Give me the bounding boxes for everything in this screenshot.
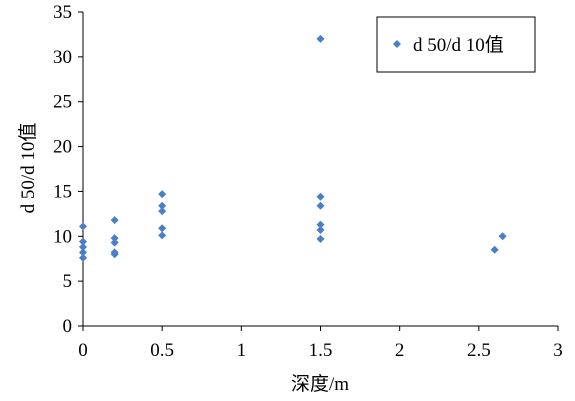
- y-tick-label: 10: [53, 226, 72, 247]
- data-point: [79, 253, 87, 262]
- x-axis-ticks: 0 0.5 1 1.5 2 2.5 3: [78, 326, 563, 361]
- y-tick-label: 35: [53, 2, 72, 23]
- x-tick-label: 2: [395, 340, 405, 361]
- legend-marker-diamond: [393, 40, 401, 48]
- y-tick-label: 0: [63, 316, 73, 337]
- y-tick-label: 5: [63, 271, 73, 292]
- data-point: [316, 220, 325, 229]
- data-point: [316, 234, 325, 243]
- y-tick-label: 25: [53, 92, 72, 113]
- x-tick-label: 1.5: [309, 340, 333, 361]
- x-tick-label: 3: [553, 340, 563, 361]
- data-point: [158, 224, 167, 233]
- x-tick-label: 2.5: [467, 340, 491, 361]
- data-point: [110, 234, 119, 243]
- data-point: [79, 222, 87, 231]
- data-point: [79, 248, 87, 257]
- y-tick-label: 20: [53, 137, 72, 158]
- data-point: [158, 207, 167, 216]
- x-tick-label: 0.5: [150, 340, 174, 361]
- x-axis-title: 深度/m: [291, 373, 349, 395]
- data-points: [79, 34, 507, 262]
- y-axis-ticks: 0 5 10 15 20 25 30 35: [53, 2, 83, 337]
- x-tick-label: 0: [78, 340, 88, 361]
- data-point: [316, 201, 325, 210]
- legend-box: [376, 16, 536, 73]
- data-point: [316, 192, 325, 201]
- data-point: [316, 226, 325, 235]
- data-point: [158, 201, 167, 210]
- data-point: [490, 245, 499, 254]
- data-point: [110, 250, 119, 259]
- data-point: [316, 34, 325, 43]
- data-point: [79, 243, 87, 252]
- data-point: [110, 238, 119, 247]
- y-axis-title: d 50/d 10值: [17, 123, 39, 214]
- data-point: [158, 190, 167, 199]
- y-tick-label: 30: [53, 47, 72, 68]
- data-point: [498, 232, 507, 241]
- legend: d 50/d 10值: [376, 16, 536, 73]
- legend-label: d 50/d 10值: [413, 34, 504, 56]
- data-point: [79, 237, 87, 246]
- x-tick-label: 1: [237, 340, 247, 361]
- y-tick-label: 15: [53, 181, 72, 202]
- data-point: [158, 231, 167, 240]
- data-point: [110, 216, 119, 225]
